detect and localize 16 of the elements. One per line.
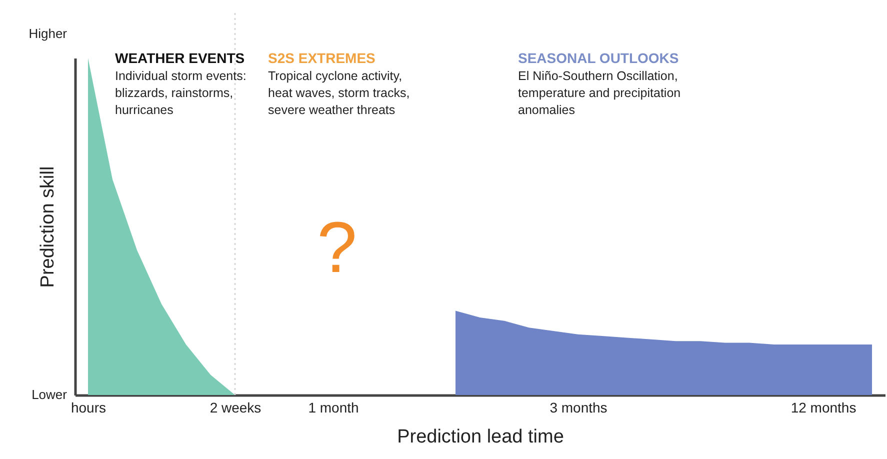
- annotation: WEATHER EVENTS: [115, 50, 245, 66]
- x-tick-label: 12 months: [790, 400, 856, 416]
- annotation: S2S EXTREMES: [268, 50, 376, 66]
- annotation: Tropical cyclone activity, heat waves, storm tracks, severe weather threats: [268, 69, 410, 117]
- annotation: SEASONAL OUTLOOKS: [518, 50, 679, 66]
- x-tick-label: 3 months: [550, 400, 608, 416]
- annotation: El Niño-Southern Oscillation, temperature and precipitation anomalies: [518, 69, 681, 117]
- x-axis-title: Prediction lead time: [397, 426, 564, 448]
- x-tick-label: hours: [70, 400, 106, 416]
- annotation: ?: [316, 208, 358, 288]
- text: Higher: [28, 26, 68, 41]
- x-tick-label: 1 month: [308, 400, 359, 416]
- text: Lower: [32, 387, 68, 402]
- annotation: Individual storm events: blizzards, rainstorms, hurricanes: [115, 69, 246, 117]
- y-axis-title: Prediction skill: [38, 166, 58, 288]
- x-tick-label: 2 weeks: [210, 400, 262, 416]
